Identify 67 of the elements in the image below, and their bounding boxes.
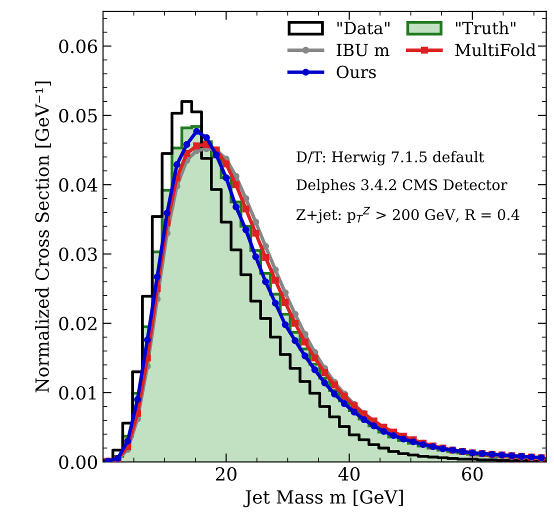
y-tick-label: 0.05 [59,108,97,122]
point [282,299,289,306]
point [321,369,328,376]
point [183,141,190,148]
point [340,392,348,400]
point [212,151,220,158]
point [301,338,308,346]
point [242,205,250,212]
legend-label: IBU m [336,44,390,56]
legend-label: "Truth" [456,21,516,34]
y-tick-label: 0.06 [59,40,98,54]
point [311,354,318,362]
point [173,161,180,168]
point [193,142,200,150]
point [242,226,250,234]
point [331,390,338,398]
point [380,428,388,435]
point [340,400,348,408]
point [222,160,230,168]
point [272,300,279,307]
point [272,276,279,284]
legend-label: Ours [336,66,376,78]
point [262,242,270,250]
annotation: Delphes 3.4.2 CMS Detector [296,179,508,194]
y-tick-label: 0.03 [59,247,97,262]
point [222,174,230,182]
point [311,366,318,374]
point [390,432,398,440]
point [370,422,378,430]
x-axis-title: Jet Mass m [GeV] [243,490,403,508]
point [262,254,270,261]
point [232,181,240,188]
y-tick-label: 0.02 [59,316,96,330]
point [262,278,270,286]
point [282,321,289,328]
point [154,273,161,280]
point [360,416,368,424]
x-tick-label: 40 [338,467,360,481]
legend-label: "Data" [337,22,390,34]
point [301,352,308,360]
point [350,408,358,416]
point [232,203,240,210]
point [272,266,279,274]
annotation: D/T: Herwig 7.1.5 default [296,151,484,166]
point [144,336,151,344]
point [193,128,200,135]
y-tick-label: 0.01 [59,386,96,400]
x-tick-label: 60 [462,467,483,481]
point [252,253,260,260]
point [202,134,210,142]
point [242,195,250,202]
point [331,382,338,388]
point [292,337,299,344]
y-tick-label: 0.04 [59,178,98,192]
point [252,230,260,237]
point [164,210,171,217]
point [292,320,299,327]
point [252,218,260,226]
x-tick-label: 20 [216,467,236,481]
point [321,379,328,386]
y-tick-label: 0.00 [59,455,97,470]
point [134,396,141,404]
legend-label: MultiFold [455,43,536,56]
point [124,438,132,445]
y-axis-title: Normalized Cross Section [GeV⁻¹] [34,82,52,392]
point [400,436,407,443]
annotation: Z+jet: p$_{T}$$^{Z}$ > 200 GeV, R = 0.4 [296,206,520,224]
